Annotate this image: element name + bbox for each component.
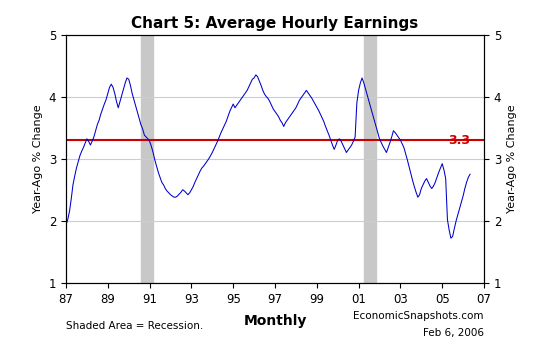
- Title: Chart 5: Average Hourly Earnings: Chart 5: Average Hourly Earnings: [131, 16, 419, 31]
- Text: Monthly: Monthly: [243, 314, 307, 328]
- Text: EconomicSnapshots.com: EconomicSnapshots.com: [354, 311, 484, 321]
- Text: 3.3: 3.3: [448, 134, 470, 147]
- Bar: [364, 34, 376, 283]
- Text: Shaded Area = Recession.: Shaded Area = Recession.: [66, 321, 204, 331]
- Y-axis label: Year-Ago % Change: Year-Ago % Change: [507, 105, 517, 213]
- Y-axis label: Year-Ago % Change: Year-Ago % Change: [33, 105, 43, 213]
- Bar: [141, 34, 153, 283]
- Text: Feb 6, 2006: Feb 6, 2006: [423, 328, 484, 338]
